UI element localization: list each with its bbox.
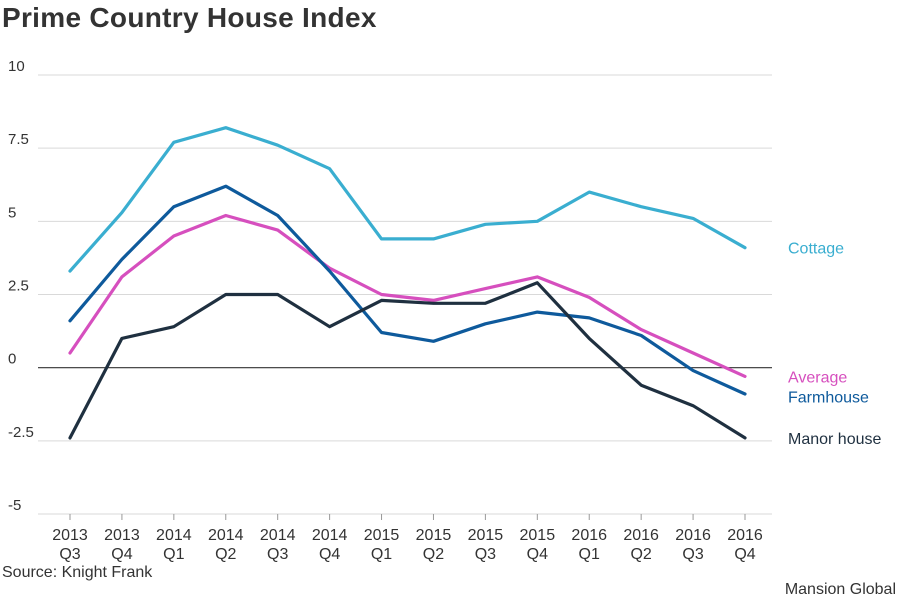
x-tick-label-quarter: Q3	[682, 546, 703, 563]
x-tick-label-year: 2015	[416, 527, 452, 544]
x-tick-label-year: 2013	[52, 527, 88, 544]
x-tick-label-quarter: Q1	[579, 546, 600, 563]
series-line-cottage	[68, 126, 747, 273]
x-tick-label-quarter: Q4	[734, 546, 755, 563]
x-tick-label-year: 2014	[260, 527, 296, 544]
publisher-credit: Mansion Global	[784, 581, 896, 598]
x-tick-label-quarter: Q1	[163, 546, 184, 563]
series-label-farmhouse: Farmhouse	[788, 389, 869, 406]
x-tick-label-quarter: Q4	[527, 546, 548, 563]
x-tick-label-quarter: Q4	[319, 546, 340, 563]
y-tick-label: -2.5	[8, 424, 34, 441]
x-axis-ticks: 2013 Q3 2013 Q4 2014 Q1 2014 Q2 2014 Q3 2014 Q4 2015…	[52, 514, 763, 563]
x-tick-label-quarter: Q2	[630, 546, 651, 563]
series-lines	[68, 126, 747, 440]
series-label-average: Average	[788, 369, 847, 386]
x-tick-label-year: 2015	[468, 527, 504, 544]
x-tick-label-year: 2016	[675, 527, 711, 544]
x-tick-label-year: 2016	[623, 527, 659, 544]
x-tick-label-quarter: Q3	[59, 546, 80, 563]
x-tick-label-year: 2014	[312, 527, 348, 544]
y-tick-label: -5	[8, 497, 21, 514]
series-line-average	[68, 213, 747, 378]
x-tick-label-quarter: Q2	[215, 546, 236, 563]
series-line-farmhouse	[68, 184, 747, 396]
x-tick-label-quarter: Q3	[475, 546, 496, 563]
x-tick-label-quarter: Q1	[371, 546, 392, 563]
y-tick-label: 0	[8, 351, 16, 368]
x-tick-label-quarter: Q3	[267, 546, 288, 563]
x-tick-label-year: 2015	[364, 527, 400, 544]
x-tick-label-quarter: Q2	[423, 546, 444, 563]
x-tick-label-year: 2014	[156, 527, 192, 544]
series-line-manor-house	[68, 281, 747, 440]
y-tick-label: 5	[8, 204, 16, 221]
source-note: Source: Knight Frank	[2, 564, 153, 581]
x-tick-label-year: 2015	[520, 527, 556, 544]
y-tick-label: 7.5	[8, 131, 29, 148]
series-label-manor-house: Manor house	[788, 431, 881, 448]
x-tick-label-year: 2013	[104, 527, 140, 544]
x-tick-label-year: 2014	[208, 527, 244, 544]
x-tick-label-year: 2016	[727, 527, 763, 544]
series-label-cottage: Cottage	[788, 241, 844, 258]
series-labels: Cottage Average Farmhouse Manor house	[788, 241, 881, 448]
x-tick-label-year: 2016	[571, 527, 607, 544]
chart-title: Prime Country House Index	[2, 2, 377, 33]
y-axis-ticks: 10 7.5 5 2.5 0 -2.5 -5	[8, 58, 34, 514]
x-tick-label-quarter: Q4	[111, 546, 132, 563]
y-tick-label: 10	[8, 58, 25, 75]
y-tick-label: 2.5	[8, 278, 29, 295]
grid-lines	[38, 74, 772, 515]
